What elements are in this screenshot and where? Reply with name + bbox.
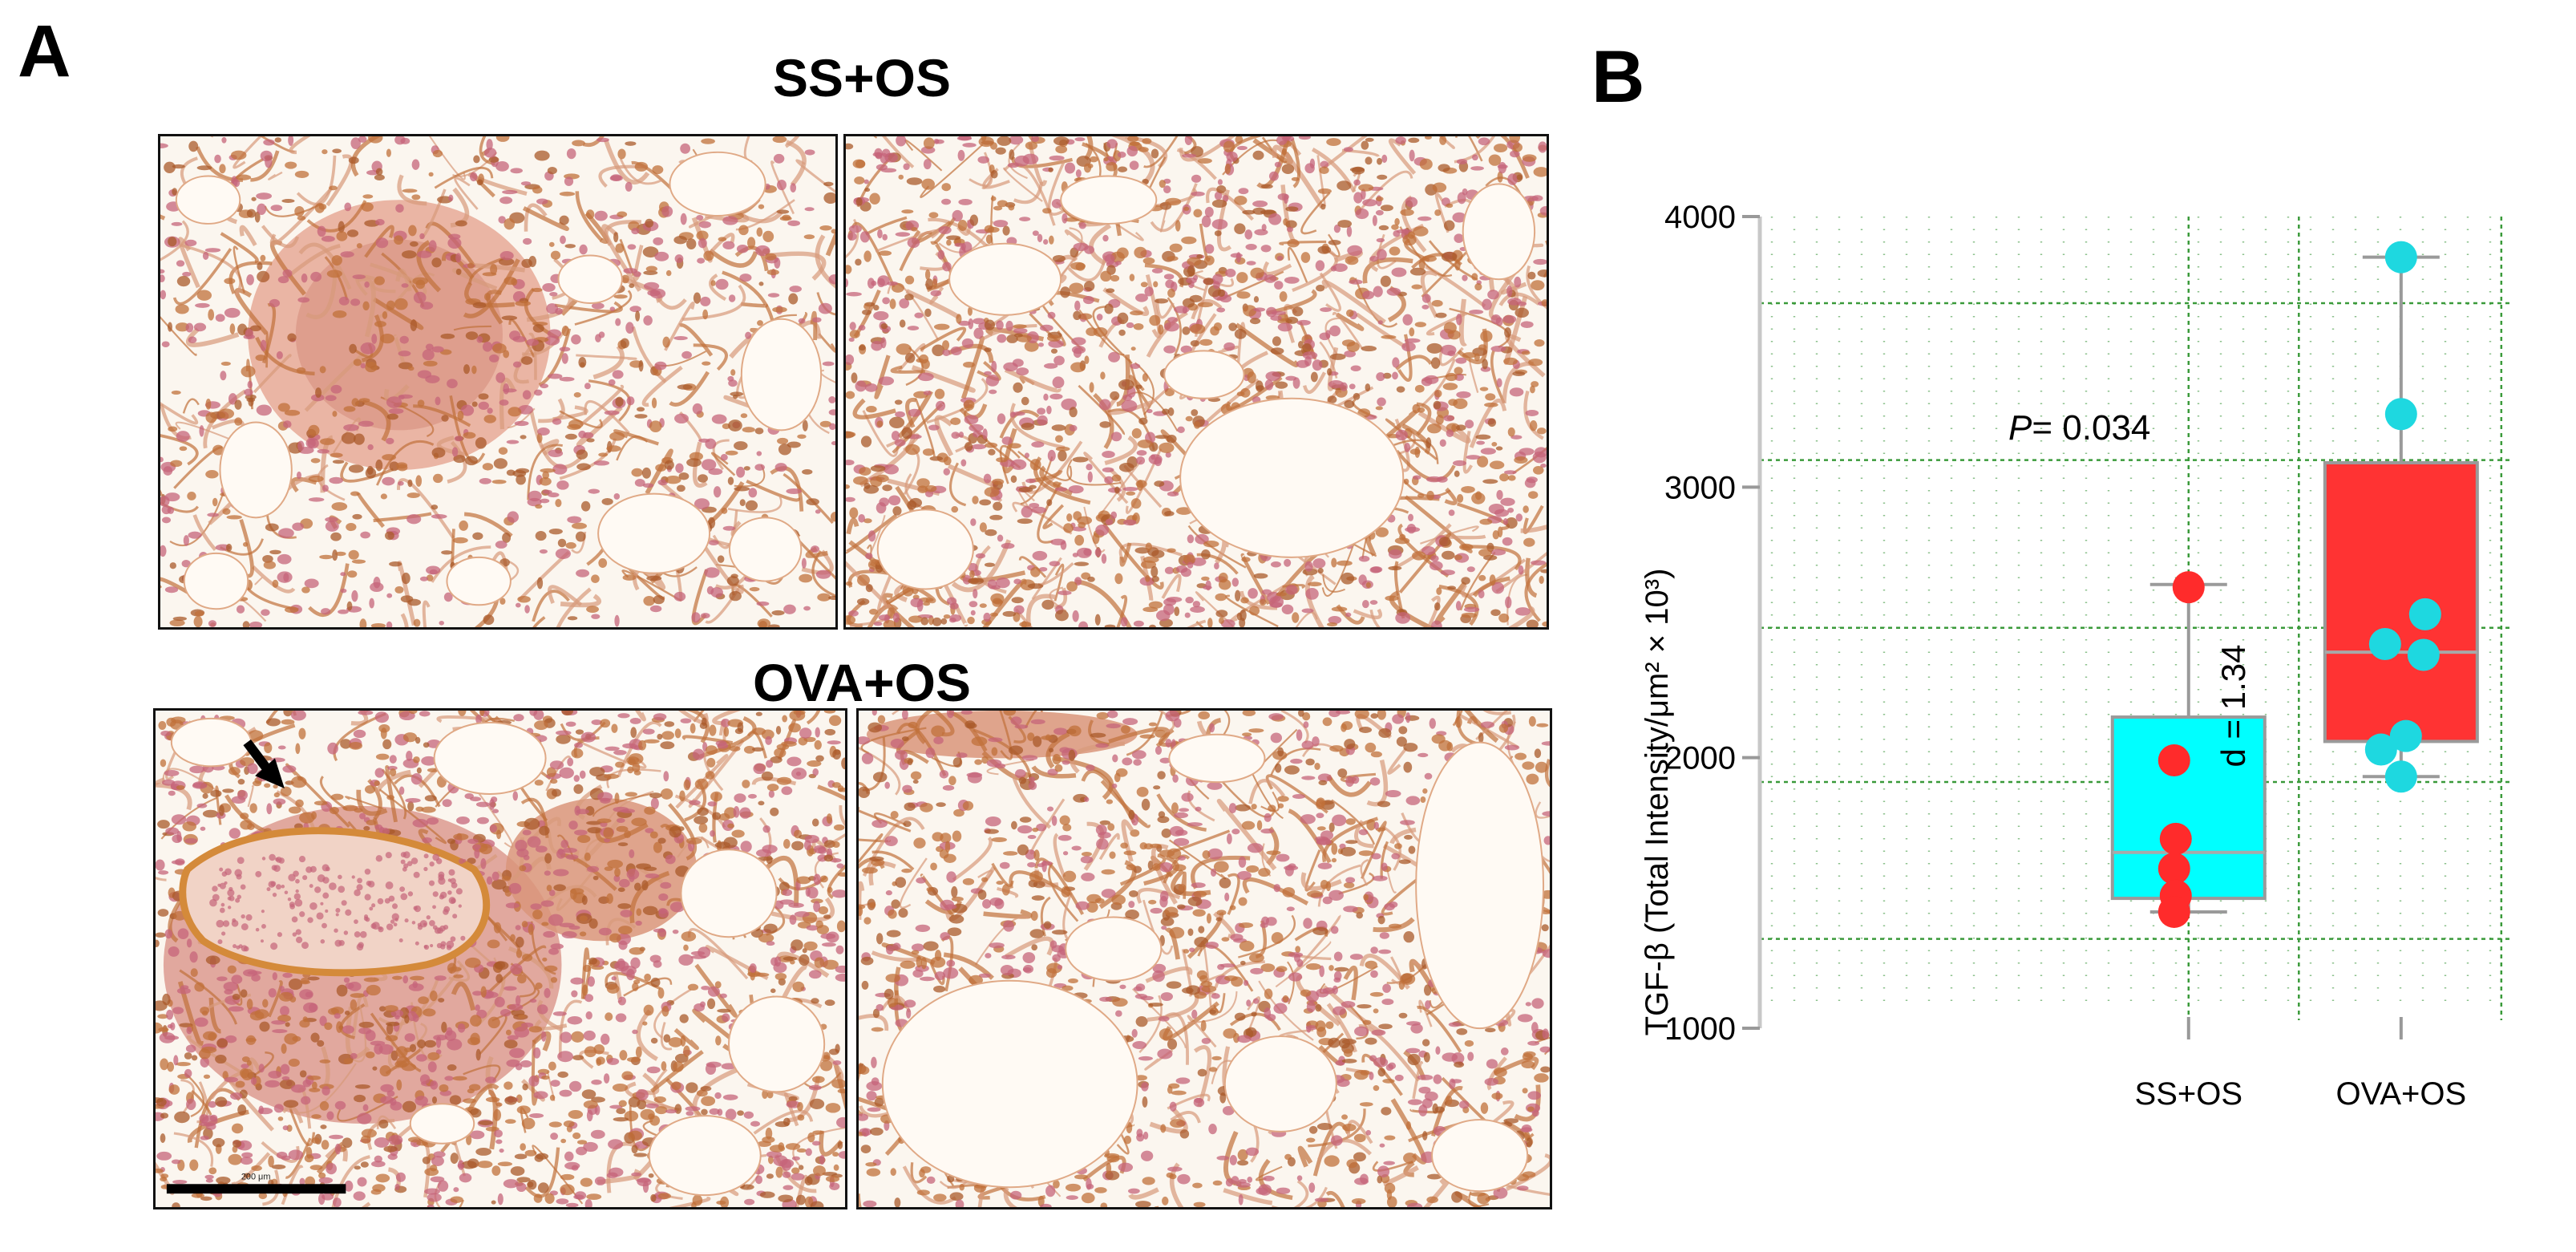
data-point: [2159, 822, 2192, 855]
p-symbol: P: [2008, 408, 2032, 448]
tgf-beta-box-plot: 1000 2000 3000 4000 SS+OS OVA+OS TGF-β (Total…: [1640, 200, 2509, 1112]
box-1: [2323, 460, 2479, 744]
data-point: [2157, 744, 2190, 777]
y-axis-label: TGF-β (Total Intensity/μm² × 10³): [1640, 569, 1675, 1036]
data-point: [2384, 241, 2417, 273]
effect-size-annotation: d = 1.34: [2214, 645, 2252, 768]
ss-os-micrograph-high-mag: [843, 134, 1549, 630]
y-tick-label: 4000: [1664, 200, 1736, 235]
p-value: = 0.034: [2032, 408, 2150, 448]
y-axis: 1000 2000 3000 4000 SS+OS OVA+OS: [1664, 200, 2466, 1112]
ova-os-title: OVA+OS: [752, 653, 972, 712]
y-tick-label: 3000: [1664, 470, 1736, 505]
ova-os-micrograph-high-mag: [856, 708, 1552, 1209]
ss-os-title: SS+OS: [773, 48, 951, 107]
ss-os-micrograph-low-mag: [158, 134, 838, 630]
data-point: [2368, 627, 2401, 660]
data-point: [2407, 638, 2440, 671]
data-point: [2384, 760, 2417, 793]
data-point: [2172, 571, 2205, 604]
y-tick-label: 2000: [1664, 741, 1736, 776]
data-point: [2157, 895, 2190, 928]
data-point: [2384, 398, 2417, 431]
ova-os-micrograph-low-mag: 200 μm: [153, 708, 847, 1209]
data-point: [2364, 733, 2397, 766]
data-point: [2157, 852, 2190, 885]
arrow-head: [255, 758, 285, 789]
panel-b-label: B: [1591, 36, 1645, 118]
data-point: [2389, 719, 2422, 752]
y-tick-label: 1000: [1664, 1011, 1736, 1047]
scale-bar-label: 200 μm: [241, 1172, 271, 1181]
data-points: [2157, 241, 2441, 928]
data-point: [2408, 598, 2441, 630]
scale-bar: [166, 1184, 346, 1194]
x-tick-label: OVA+OS: [2336, 1076, 2467, 1112]
x-tick-label: SS+OS: [2135, 1076, 2243, 1112]
p-value-annotation: P= 0.034: [2008, 408, 2150, 448]
panel-a-label: A: [18, 10, 71, 92]
